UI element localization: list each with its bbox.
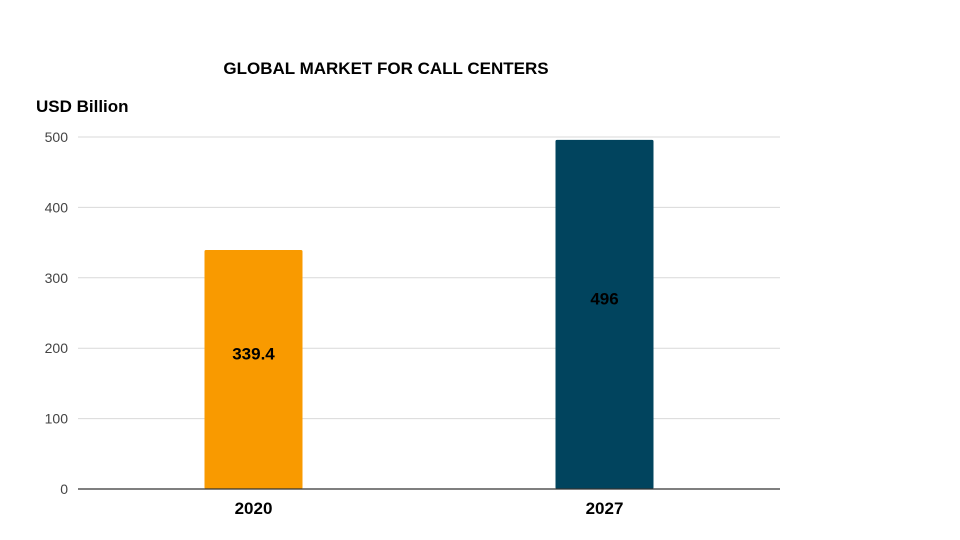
y-tick-label: 200	[45, 340, 69, 356]
x-axis-categories: 2020 2027	[235, 499, 624, 518]
y-tick-label: 500	[45, 129, 69, 145]
data-label-2020: 339.4	[232, 345, 275, 364]
bar-2020	[204, 250, 303, 489]
data-labels: 339.4 496	[232, 289, 618, 363]
y-axis-ticks: 0 100 200 300 400 500	[45, 129, 69, 497]
y-tick-label: 0	[60, 481, 68, 497]
bars	[204, 139, 654, 490]
x-category-label: 2020	[235, 499, 273, 518]
data-label-2027: 496	[590, 289, 618, 308]
y-tick-label: 300	[45, 270, 69, 286]
chart-title: GLOBAL MARKET FOR CALL CENTERS	[223, 59, 548, 78]
x-category-label: 2027	[586, 499, 624, 518]
gridlines	[78, 136, 780, 420]
y-tick-label: 100	[45, 411, 69, 427]
bar-2027	[555, 139, 654, 490]
y-tick-label: 400	[45, 199, 69, 215]
y-axis-label: USD Billion	[36, 97, 129, 116]
